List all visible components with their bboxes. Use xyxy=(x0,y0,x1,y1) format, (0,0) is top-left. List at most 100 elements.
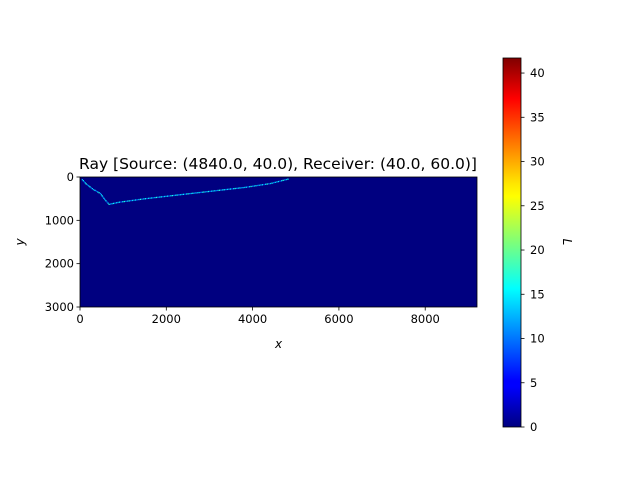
ray-cell xyxy=(234,187,236,190)
ray-cell xyxy=(282,179,284,182)
ray-cell xyxy=(159,196,161,198)
ray-cell xyxy=(123,200,125,203)
ray-cell xyxy=(279,180,281,182)
ray-cell xyxy=(226,188,229,191)
ray-cell xyxy=(126,200,129,202)
y-tick-label: 0 xyxy=(67,170,74,184)
ray-cell xyxy=(242,186,244,189)
ray-cell xyxy=(118,201,121,203)
ray-cell xyxy=(97,191,99,193)
ray-cell xyxy=(149,197,151,199)
ray-cell xyxy=(179,194,181,196)
ray-cell xyxy=(84,182,86,184)
ray-cell xyxy=(261,184,264,186)
ray-cell xyxy=(92,188,95,191)
ray-cell xyxy=(168,195,170,197)
ray-cell xyxy=(285,178,287,181)
ray-cell xyxy=(112,202,115,205)
ray-cell xyxy=(255,185,257,187)
ray-cell xyxy=(117,201,119,204)
colorbar-ticks: 0 5 10 15 20 25 30 35 40 xyxy=(521,66,545,434)
ray-cell xyxy=(109,203,112,205)
ray-cell xyxy=(201,191,203,193)
ray-cell xyxy=(212,190,214,192)
colorbar-frame xyxy=(502,57,522,428)
y-tick-label: 2000 xyxy=(45,257,74,271)
ray-cell xyxy=(200,191,202,194)
ray-cell xyxy=(225,188,227,191)
ray-cell xyxy=(253,185,255,187)
ray-cell xyxy=(95,190,98,192)
plot-frame xyxy=(79,176,478,308)
y-tick-label: 1000 xyxy=(45,213,74,227)
colorbar-tick-label: 40 xyxy=(530,66,545,80)
ray-cell xyxy=(243,186,246,189)
ray-cell xyxy=(276,181,278,183)
ray-cell xyxy=(236,187,238,189)
ray-cell xyxy=(240,187,243,189)
heatmap-background xyxy=(80,177,477,307)
ray-cell xyxy=(163,195,166,198)
colorbar-tick-label: 10 xyxy=(530,332,545,346)
colorbar-tick-label: 5 xyxy=(530,376,537,390)
ray-cell xyxy=(108,203,110,205)
ray-cell xyxy=(94,189,96,192)
y-tick-label: 3000 xyxy=(45,300,74,314)
ray-cell xyxy=(273,182,275,184)
ray-cell xyxy=(83,181,85,183)
plot-area xyxy=(79,176,478,308)
x-tick-label: 2000 xyxy=(152,312,181,326)
ray-cell xyxy=(287,178,289,180)
ray-cell xyxy=(184,193,186,195)
ray-cell xyxy=(263,183,265,186)
ray-cell xyxy=(138,198,140,201)
ray-cell xyxy=(170,195,172,197)
ray-cell xyxy=(280,180,283,182)
ray-cell xyxy=(106,201,108,203)
ray-cell xyxy=(155,196,158,199)
ray-cell xyxy=(86,184,89,186)
ray-cell xyxy=(268,183,270,185)
ray-cell xyxy=(122,201,124,203)
ray-cell xyxy=(215,189,218,192)
ray-cell xyxy=(165,195,167,197)
ray-cell xyxy=(154,196,156,199)
ray-cell xyxy=(277,180,280,183)
ray-cell xyxy=(144,198,147,200)
ray-cell xyxy=(85,183,87,185)
ray-cell xyxy=(193,192,196,194)
ray-cell xyxy=(103,197,105,200)
ray-cell xyxy=(274,181,276,184)
colorbar-tick-label: 35 xyxy=(530,110,545,124)
ray-cell xyxy=(151,197,153,199)
ray-cell xyxy=(271,182,273,184)
ray-cell xyxy=(143,198,145,200)
ray-cell xyxy=(99,192,102,195)
ray-cell xyxy=(152,197,154,199)
x-axis-ticks: 0 2000 4000 6000 8000 xyxy=(76,307,440,326)
ray-cell xyxy=(189,193,191,195)
x-axis-label: x xyxy=(274,337,283,351)
ray-cell xyxy=(237,187,239,189)
ray-cell xyxy=(131,199,134,202)
ray-cell xyxy=(102,196,104,198)
ray-cell xyxy=(178,194,180,196)
x-tick-label: 6000 xyxy=(324,312,353,326)
ray-cell xyxy=(195,192,197,194)
ray-cell xyxy=(107,202,109,204)
ray-cell xyxy=(136,199,138,201)
ray-cell xyxy=(258,184,260,186)
ray-cell xyxy=(256,184,259,187)
ray-cell xyxy=(88,185,90,187)
ray-cell xyxy=(147,197,150,199)
colorbar-tick-label: 15 xyxy=(530,287,545,301)
ray-cell xyxy=(128,200,130,202)
ray-cell xyxy=(104,198,106,201)
ray-cell xyxy=(266,183,268,185)
ray-cell xyxy=(229,188,232,190)
colorbar: 0 5 10 15 20 25 30 35 40 L xyxy=(502,57,574,434)
ray-cell xyxy=(157,196,159,198)
colorbar-tick-label: 0 xyxy=(530,420,537,434)
ray-cell xyxy=(181,193,183,196)
